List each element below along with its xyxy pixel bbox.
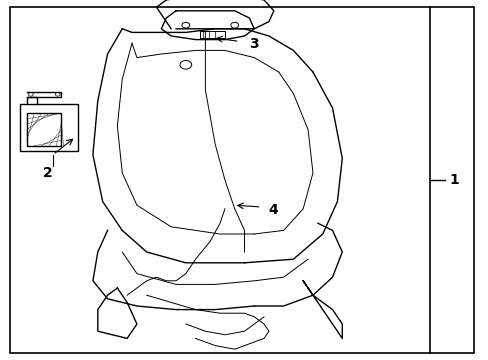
Bar [20,104,78,151]
Text: 2: 2 [43,166,53,180]
Text: 3: 3 [249,37,259,51]
Text: 4: 4 [267,203,277,216]
Bar [27,113,61,146]
Text: 1: 1 [449,173,459,187]
Bar [200,31,224,38]
